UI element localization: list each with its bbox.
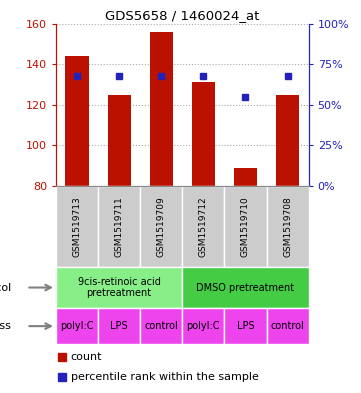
Bar [98, 186, 140, 267]
Bar [182, 267, 309, 308]
Text: LPS: LPS [110, 321, 128, 331]
Text: GSM1519713: GSM1519713 [73, 196, 82, 257]
Text: control: control [144, 321, 178, 331]
Bar [150, 32, 173, 186]
Text: GSM1519709: GSM1519709 [157, 196, 166, 257]
Bar [266, 186, 309, 267]
Bar [266, 308, 309, 344]
Text: DMSO pretreatment: DMSO pretreatment [196, 283, 295, 292]
Text: GSM1519711: GSM1519711 [115, 196, 123, 257]
Text: count: count [71, 352, 102, 362]
Bar [65, 56, 88, 186]
Bar [98, 308, 140, 344]
Bar [56, 267, 182, 308]
Bar [276, 95, 299, 186]
Text: polyI:C: polyI:C [60, 321, 94, 331]
Text: LPS: LPS [237, 321, 254, 331]
Text: GSM1519712: GSM1519712 [199, 196, 208, 257]
Text: stress: stress [0, 321, 12, 331]
Text: polyI:C: polyI:C [187, 321, 220, 331]
Bar [234, 168, 257, 186]
Title: GDS5658 / 1460024_at: GDS5658 / 1460024_at [105, 9, 260, 22]
Bar [192, 83, 215, 186]
Bar [140, 186, 182, 267]
Text: protocol: protocol [0, 283, 12, 292]
Text: 9cis-retinoic acid
pretreatment: 9cis-retinoic acid pretreatment [78, 277, 161, 298]
Bar [182, 186, 225, 267]
Bar [225, 308, 266, 344]
Text: control: control [271, 321, 304, 331]
Bar [56, 308, 98, 344]
Bar [108, 95, 131, 186]
Text: GSM1519710: GSM1519710 [241, 196, 250, 257]
Text: percentile rank within the sample: percentile rank within the sample [71, 371, 258, 382]
Bar [225, 186, 266, 267]
Bar [56, 186, 98, 267]
Text: GSM1519708: GSM1519708 [283, 196, 292, 257]
Bar [140, 308, 182, 344]
Bar [182, 308, 225, 344]
